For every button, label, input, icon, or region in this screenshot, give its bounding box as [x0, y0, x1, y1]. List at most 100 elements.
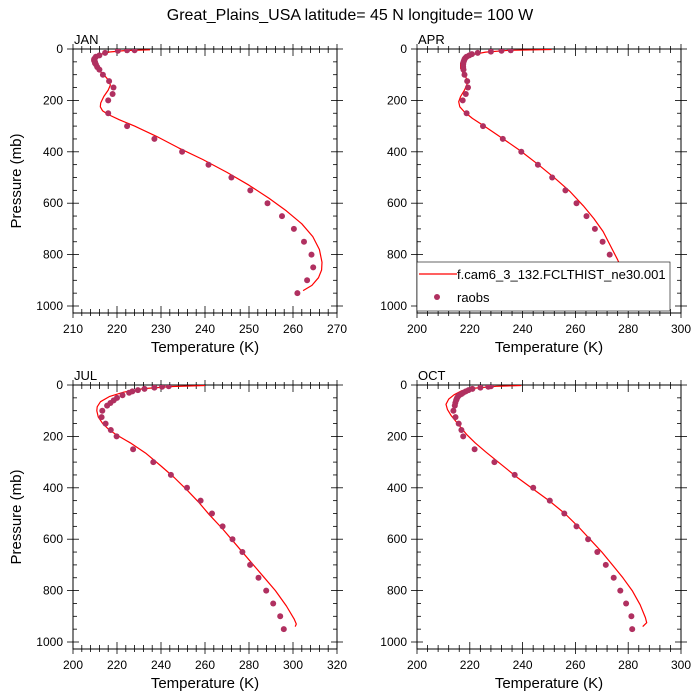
data-point-raobs [474, 49, 481, 56]
y-tick-label: 400 [43, 481, 63, 495]
x-tick-label: 260 [565, 322, 585, 336]
y-tick-label: 800 [43, 584, 63, 598]
data-point-raobs [107, 427, 114, 433]
x-tick-label: 220 [460, 322, 480, 336]
x-tick-label: 220 [460, 658, 480, 672]
data-point-raobs [599, 238, 606, 245]
data-point-raobs [451, 402, 458, 409]
x-tick-label: 220 [107, 322, 127, 336]
plot-frame-jul [72, 384, 338, 650]
x-tick-label: 240 [151, 658, 171, 672]
y-tick-label: 1000 [36, 299, 63, 313]
y-tick-label: 600 [387, 532, 407, 546]
y-tick-label: 600 [43, 532, 63, 546]
data-point-raobs [165, 385, 172, 390]
data-point-raobs [511, 471, 518, 478]
legend-label-raobs: raobs [457, 290, 490, 305]
data-point-raobs [562, 187, 569, 194]
data-point-raobs [124, 123, 131, 130]
x-tick-label: 210 [63, 322, 83, 336]
y-tick-label: 600 [387, 196, 407, 210]
y-tick-label: 400 [387, 481, 407, 495]
y-axis-label-jan: Pressure (mb) [8, 133, 25, 228]
data-point-raobs [310, 264, 317, 271]
data-point-raobs [477, 385, 484, 391]
data-point-raobs [264, 200, 271, 207]
panel-label-oct: OCT [418, 368, 446, 383]
data-point-raobs [104, 402, 111, 409]
data-point-raobs [219, 523, 226, 530]
legend: f.cam6_3_132.FCLTHIST_ne30.001 raobs [416, 261, 671, 312]
x-tick-label: 260 [283, 322, 303, 336]
data-point-raobs [450, 407, 457, 414]
x-tick-label: 280 [239, 658, 259, 672]
y-tick-label: 800 [387, 584, 407, 598]
x-axis-label-jul: Temperature (K) [151, 675, 259, 692]
data-point-raobs [151, 385, 158, 391]
y-axis-label-jul: Pressure (mb) [8, 469, 25, 564]
data-point-raobs [151, 135, 158, 142]
x-tick-label: 260 [195, 658, 215, 672]
data-point-raobs [460, 433, 467, 440]
data-point-raobs [150, 459, 157, 466]
data-point-raobs [583, 213, 590, 220]
data-point-raobs [99, 71, 106, 78]
data-point-raobs [308, 251, 315, 258]
series-line-model [458, 49, 629, 293]
y-tick-label: 400 [43, 145, 63, 159]
data-point-raobs [159, 385, 166, 390]
y-tick-label: 800 [43, 248, 63, 262]
data-point-raobs [131, 49, 138, 54]
y-tick-label: 800 [387, 248, 407, 262]
series-line-model [93, 49, 323, 292]
x-tick-label: 200 [407, 322, 427, 336]
data-point-raobs [290, 225, 297, 232]
panel-label-apr: APR [418, 32, 445, 47]
x-tick-label: 260 [565, 658, 585, 672]
data-point-raobs [594, 549, 601, 555]
plot-area-apr [458, 49, 630, 297]
data-point-raobs [602, 561, 609, 568]
data-point-raobs [205, 161, 212, 168]
panel-jul: JUL 200 220 240 260 280 300 320 0 200 400 600 800 100… [8, 368, 347, 692]
data-point-raobs [463, 110, 470, 117]
data-point-raobs [480, 123, 486, 130]
data-point-raobs [507, 49, 514, 54]
data-point-raobs [280, 626, 287, 633]
y-tick-label: 0 [56, 42, 63, 56]
data-point-raobs [209, 510, 215, 517]
data-point-raobs [130, 446, 137, 453]
data-point-raobs [105, 97, 112, 104]
data-point-raobs [464, 78, 471, 85]
data-point-raobs [247, 187, 254, 194]
panels: JAN 210 220 230 240 250 260 270 0 200 400 600 800 100… [8, 32, 691, 692]
data-point-raobs [141, 385, 148, 392]
x-axis-label-apr: Temperature (K) [495, 339, 603, 356]
data-point-raobs [134, 387, 141, 394]
data-point-raobs [167, 471, 174, 478]
x-tick-label: 240 [513, 658, 533, 672]
y-tick-label: 200 [387, 93, 407, 107]
y-tick-label: 200 [43, 429, 63, 443]
data-point-raobs [549, 174, 556, 181]
data-point-raobs [179, 148, 186, 155]
data-point-raobs [279, 213, 285, 220]
data-point-raobs [99, 407, 106, 414]
x-tick-label: 280 [618, 322, 638, 336]
y-tick-label: 200 [387, 429, 407, 443]
x-tick-label: 200 [63, 658, 83, 672]
x-tick-label: 200 [407, 658, 427, 672]
data-point-raobs [124, 49, 131, 54]
data-point-raobs [255, 574, 262, 581]
figure-title: Great_Plains_USA latitude= 45 N longitud… [167, 7, 534, 24]
data-point-raobs [530, 484, 537, 491]
data-point-raobs [458, 427, 465, 433]
x-tick-label: 230 [151, 322, 171, 336]
data-point-raobs [518, 148, 525, 155]
data-point-raobs [102, 420, 109, 427]
data-point-raobs [247, 561, 254, 568]
data-point-raobs [460, 66, 467, 73]
data-point-raobs [184, 484, 190, 491]
panel-jan: JAN 210 220 230 240 250 260 270 0 200 400 600 800 100… [8, 32, 347, 356]
